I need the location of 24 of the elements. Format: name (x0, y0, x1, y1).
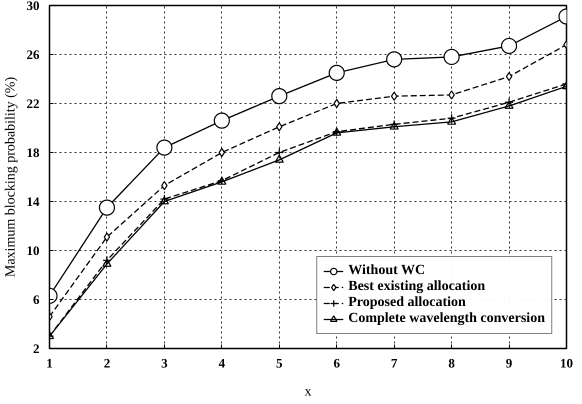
x-tick-label: 7 (390, 356, 398, 370)
y-tick-label: 18 (26, 145, 40, 160)
x-tick-label: 8 (448, 356, 456, 370)
x-tick-label: 5 (276, 356, 284, 370)
x-tick-label: 2 (104, 356, 110, 370)
y-tick-label: 22 (26, 96, 40, 111)
y-axis-title: Maximum blocking probability (%) (4, 76, 18, 278)
legend-label: Best existing allocation (348, 279, 486, 295)
x-axis-title: x (304, 384, 312, 400)
x-tick-label: 3 (161, 356, 168, 370)
y-tick-label: 10 (26, 243, 40, 258)
legend-label: Without WC (348, 263, 426, 279)
x-tick-label: 10 (560, 356, 573, 370)
legend-label: Complete wavelength conversion (348, 311, 545, 327)
x-tick-label: 1 (46, 356, 53, 370)
y-tick-label: 30 (26, 0, 40, 13)
y-tick-label: 2 (33, 341, 40, 356)
x-tick-label: 6 (333, 356, 340, 370)
y-tick-label: 26 (26, 47, 40, 62)
x-tick-label: 4 (218, 356, 226, 370)
y-tick-label: 14 (26, 194, 40, 209)
legend-label: Proposed allocation (348, 295, 466, 311)
y-tick-label: 6 (33, 292, 40, 307)
x-tick-label: 9 (506, 356, 513, 370)
